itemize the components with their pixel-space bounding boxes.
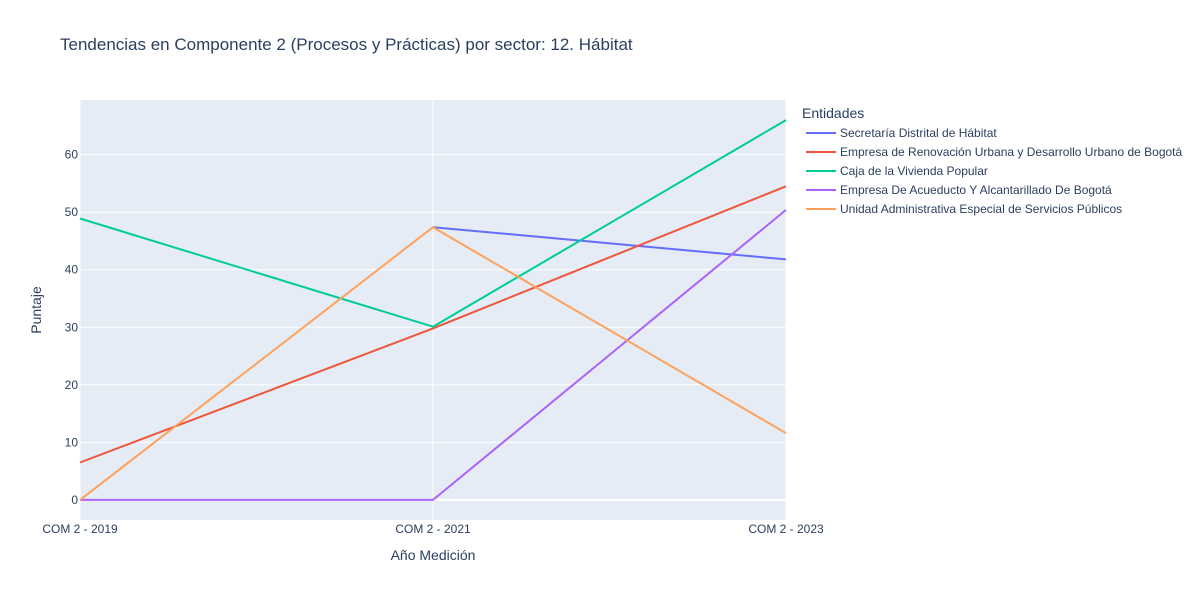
x-tick-label: COM 2 - 2023 — [748, 522, 824, 536]
x-axis-ticks: COM 2 - 2019 COM 2 - 2021 COM 2 - 2023 — [42, 522, 824, 536]
x-axis-title: Año Medición — [391, 547, 476, 563]
series-line-4[interactable] — [80, 209, 787, 501]
series-lines — [79, 119, 787, 501]
legend-item[interactable]: Empresa De Acueducto Y Alcantarillado De… — [806, 183, 1112, 197]
x-tick-label: COM 2 - 2021 — [395, 522, 471, 536]
y-tick-label: 0 — [71, 493, 78, 507]
y-axis-title: Puntaje — [28, 286, 44, 334]
legend-label: Empresa De Acueducto Y Alcantarillado De… — [840, 183, 1112, 197]
legend-item[interactable]: Empresa de Renovación Urbana y Desarroll… — [806, 145, 1183, 159]
series-line-2[interactable] — [79, 185, 787, 464]
legend-label: Empresa de Renovación Urbana y Desarroll… — [840, 145, 1183, 159]
legend-item[interactable]: Unidad Administrativa Especial de Servic… — [806, 202, 1122, 216]
legend-label: Caja de la Vivienda Popular — [840, 164, 988, 178]
series-line-1[interactable] — [432, 226, 787, 261]
y-tick-label: 40 — [65, 263, 79, 277]
y-tick-label: 20 — [65, 378, 79, 392]
series-line-5[interactable] — [79, 226, 787, 501]
x-gridlines — [79, 100, 787, 520]
chart-title: Tendencias en Componente 2 (Procesos y P… — [60, 35, 633, 54]
legend: Entidades Secretaría Distrital de Hábita… — [802, 105, 1183, 216]
legend-title: Entidades — [802, 105, 864, 121]
y-tick-label: 10 — [65, 435, 79, 449]
y-axis-ticks: 0 10 20 30 40 50 60 — [65, 148, 79, 507]
legend-item[interactable]: Secretaría Distrital de Hábitat — [806, 126, 997, 140]
legend-label: Secretaría Distrital de Hábitat — [840, 126, 997, 140]
y-tick-label: 30 — [65, 320, 79, 334]
y-tick-label: 60 — [65, 148, 79, 162]
series-line-3[interactable] — [79, 119, 787, 328]
legend-label: Unidad Administrativa Especial de Servic… — [840, 202, 1122, 216]
legend-item[interactable]: Caja de la Vivienda Popular — [806, 164, 988, 178]
x-tick-label: COM 2 - 2019 — [42, 522, 118, 536]
y-tick-label: 50 — [65, 205, 79, 219]
